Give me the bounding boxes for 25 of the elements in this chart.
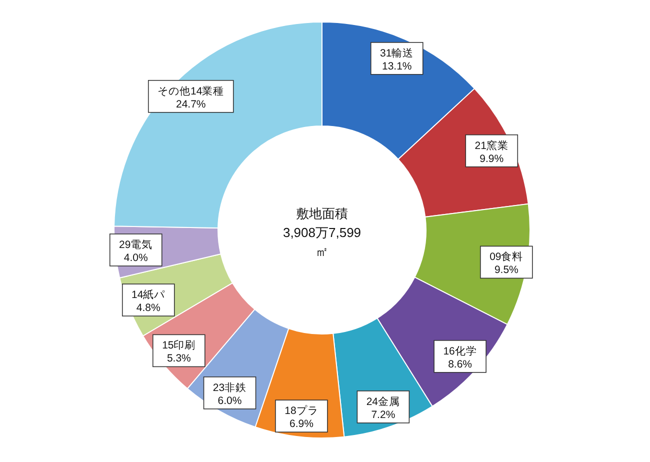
slice-label: 09食料 [490,250,524,264]
text: ㎡ [316,244,328,259]
slice-label: 16化学 [443,345,477,358]
slice-label: 18プラ [284,404,318,418]
slice-label: 15印刷 [162,338,196,352]
slice-label: 31輸送 [380,47,414,60]
slice-label: 23非鉄 [212,380,247,394]
data-label: 24.7% [176,98,206,110]
data-label: 8.6% [448,358,472,370]
data-label: 5.3% [166,352,191,365]
data-label: 9.5% [494,264,518,276]
text: 敷地面積 [296,206,348,221]
data-label: 7.2% [371,408,396,421]
slice-label: 14紙パ [132,289,166,302]
slice-label: 29電気 [119,238,153,251]
data-label: 6.9% [289,418,314,430]
data-label: 13.1% [382,60,412,72]
slice-label: 21窯業 [474,138,508,152]
data-label: 6.0% [218,394,242,407]
data-label: 9.9% [480,152,504,165]
data-label: 4.8% [136,302,160,314]
slice-label: 24金属 [366,396,400,408]
data-label: 4.0% [124,252,148,264]
text: 3,908万7,599 [282,225,362,240]
slice-label: その他14業種 [158,85,224,98]
